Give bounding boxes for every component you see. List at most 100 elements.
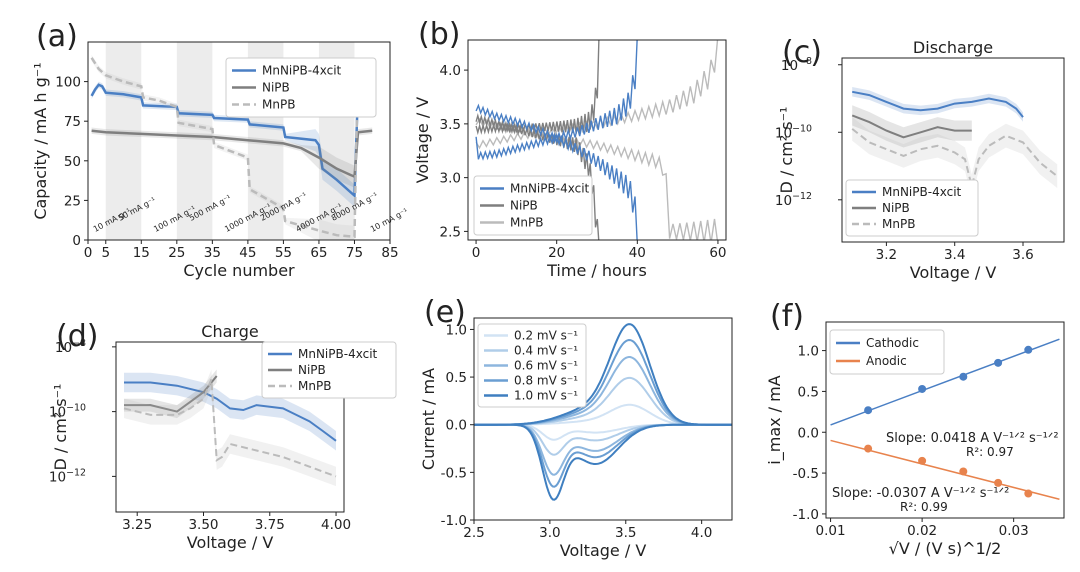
series-line: [851, 128, 1058, 187]
legend-frame: [829, 329, 945, 375]
legend-entry: MnNiPB-4xcit: [510, 182, 590, 196]
data-point: [864, 444, 873, 453]
cv-cathodic: [474, 423, 732, 488]
y-tick-label: -0.5: [793, 466, 819, 482]
y-axis-label: Current / mA: [419, 368, 438, 470]
discharge-curve: [475, 103, 638, 240]
legend-entry: Anodic: [866, 354, 907, 368]
legend-frame: [225, 57, 377, 118]
data-point: [994, 358, 1003, 367]
x-tick-label: 0.01: [816, 523, 846, 539]
legend-frame: [845, 179, 979, 237]
legend-frame: [261, 341, 397, 399]
y-tick-label: 75: [64, 114, 81, 130]
x-tick-label: 15: [133, 245, 150, 261]
axes-frame: [825, 321, 1065, 519]
legend: MnNiPB-4xcit NiPB MnPB: [261, 341, 397, 399]
data-point: [959, 372, 968, 381]
x-tick-label: 3.6: [1012, 247, 1033, 263]
legend-entry: 1.0 mV s⁻¹: [514, 389, 578, 403]
y-tick-label: 4.0: [440, 63, 461, 79]
axes-frame: [87, 41, 391, 241]
x-axis-label: √V / (V s)^1/2: [889, 539, 1002, 558]
legend-entry: 0.4 mV s⁻¹: [514, 344, 578, 358]
legend-frame: [473, 175, 593, 236]
legend-entry: MnNiPB-4xcit: [262, 64, 342, 78]
charge-curve: [475, 40, 719, 150]
rate-label: 10 mA g⁻¹: [369, 207, 409, 234]
panel-label: (b): [418, 17, 460, 52]
y-tick-label: 1.0: [798, 344, 819, 360]
y-tick-label: -0.5: [441, 465, 467, 481]
y-tick-label: 0: [72, 233, 81, 249]
x-axis-label: Time / hours: [546, 261, 647, 280]
legend-entry: NiPB: [262, 81, 290, 95]
series-line: [124, 381, 337, 442]
legend-entry: 0.2 mV s⁻¹: [514, 329, 578, 343]
axes-frame: [115, 341, 345, 513]
x-tick-label: 40: [629, 245, 646, 261]
legend-frame: [477, 323, 587, 408]
cv-cathodic: [474, 423, 732, 501]
legend: MnNiPB-4xcit NiPB MnPB: [225, 57, 377, 118]
r2-annotation: R²: 0.99: [900, 500, 948, 514]
legend-entry: MnPB: [882, 217, 915, 231]
y-axis-label: D / cm² s⁻¹: [777, 107, 796, 194]
x-tick-label: 3.5: [615, 525, 636, 541]
x-axis-label: Voltage / V: [187, 533, 274, 552]
panel-e: 2.5 3.0 3.5 4.0 -1.0 -0.5 0.0 0.5 1.0 Voltage / V…: [419, 295, 733, 560]
legend-entry: MnPB: [262, 98, 295, 112]
plot-area: [474, 323, 732, 501]
x-tick-label: 20: [548, 245, 565, 261]
data-point: [918, 384, 927, 393]
legend: MnNiPB-4xcit NiPB MnPB: [473, 175, 593, 236]
legend: MnNiPB-4xcit NiPB MnPB: [845, 179, 979, 237]
x-tick-label: 60: [709, 245, 726, 261]
x-axis-label: Voltage / V: [560, 541, 647, 560]
x-tick-label: 3.50: [188, 517, 218, 533]
legend-entry: 0.8 mV s⁻¹: [514, 374, 578, 388]
x-tick-label: 0.03: [999, 523, 1029, 539]
data-point: [994, 478, 1003, 487]
legend-entry: MnPB: [510, 216, 543, 230]
panel-label: (d): [56, 319, 98, 354]
x-tick-label: 25: [168, 245, 185, 261]
x-tick-label: 65: [310, 245, 327, 261]
panel-f: 0.01 0.02 0.03 -1.0 -0.5 0.0 0.5 1.0 √V / (V s)^…: [765, 299, 1065, 558]
y-tick-label: 1.0: [446, 322, 467, 338]
legend-entry: 0.6 mV s⁻¹: [514, 359, 578, 373]
legend-entry: NiPB: [510, 199, 538, 213]
y-tick-label: 3.5: [440, 117, 461, 133]
series-line: [123, 378, 337, 478]
x-tick-label: 5: [101, 245, 110, 261]
x-tick-label: 3.75: [255, 517, 285, 533]
x-tick-label: 2.5: [463, 525, 484, 541]
y-tick-label: 50: [64, 154, 81, 170]
legend: Cathodic Anodic: [829, 329, 945, 375]
axes-frame: [467, 39, 727, 241]
y-axis-label: Voltage / V: [413, 97, 432, 184]
chart-title: Discharge: [913, 38, 993, 57]
legend-entry: NiPB: [298, 363, 326, 377]
x-tick-label: 45: [239, 245, 256, 261]
y-tick-label: 0.5: [798, 384, 819, 400]
legend-entry: NiPB: [882, 201, 910, 215]
panel-label: (c): [782, 35, 822, 70]
y-tick-label: 2.5: [440, 224, 461, 240]
y-tick-label: 3.0: [440, 171, 461, 187]
plot-area: [851, 87, 1058, 199]
x-tick-label: 3.0: [539, 525, 560, 541]
rate-band: [105, 42, 142, 240]
panel-label: (e): [424, 295, 466, 330]
panel-label: (f): [770, 299, 804, 334]
slope-annotation: Slope: -0.0307 A V⁻¹ᐟ² s⁻¹ᐟ²: [832, 486, 1009, 501]
x-tick-label: 3.4: [944, 247, 965, 263]
error-band: [852, 105, 972, 148]
y-tick-label: -1.0: [793, 507, 819, 523]
y-tick-label: -1.0: [441, 513, 467, 529]
x-tick-label: 55: [275, 245, 292, 261]
panel-label: (a): [36, 19, 78, 54]
